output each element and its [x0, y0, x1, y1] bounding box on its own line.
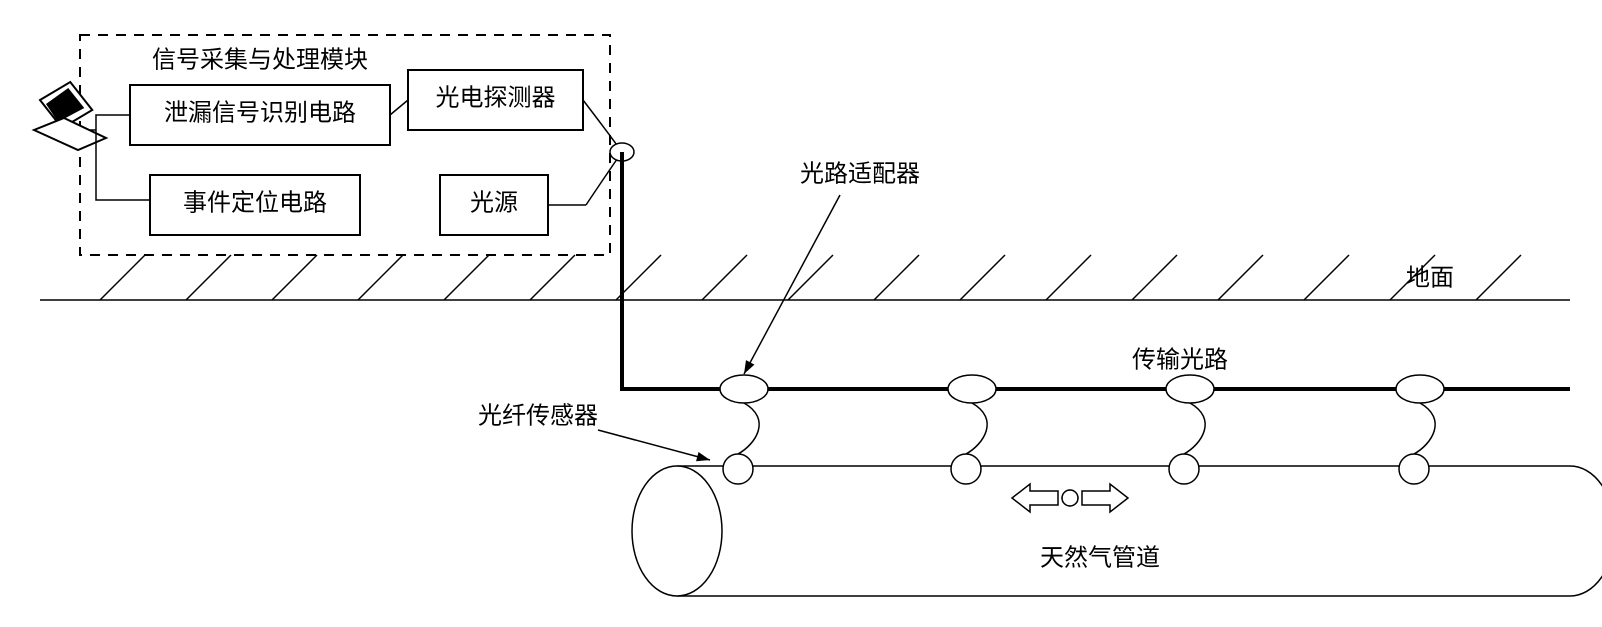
transmission-label: 传输光路 [1132, 347, 1228, 374]
light-source: 光源 [470, 190, 518, 217]
ground-label: 地面 [1406, 265, 1454, 292]
fiber-sensor-label: 光纤传感器 [478, 403, 598, 430]
module-title: 信号采集与处理模块 [152, 47, 368, 74]
leak-circuit: 泄漏信号识别电路 [164, 100, 356, 127]
adapter-label: 光路适配器 [800, 161, 920, 188]
pipe-label: 天然气管道 [1040, 545, 1160, 572]
detector: 光电探测器 [436, 85, 556, 112]
event-circuit: 事件定位电路 [183, 190, 327, 217]
